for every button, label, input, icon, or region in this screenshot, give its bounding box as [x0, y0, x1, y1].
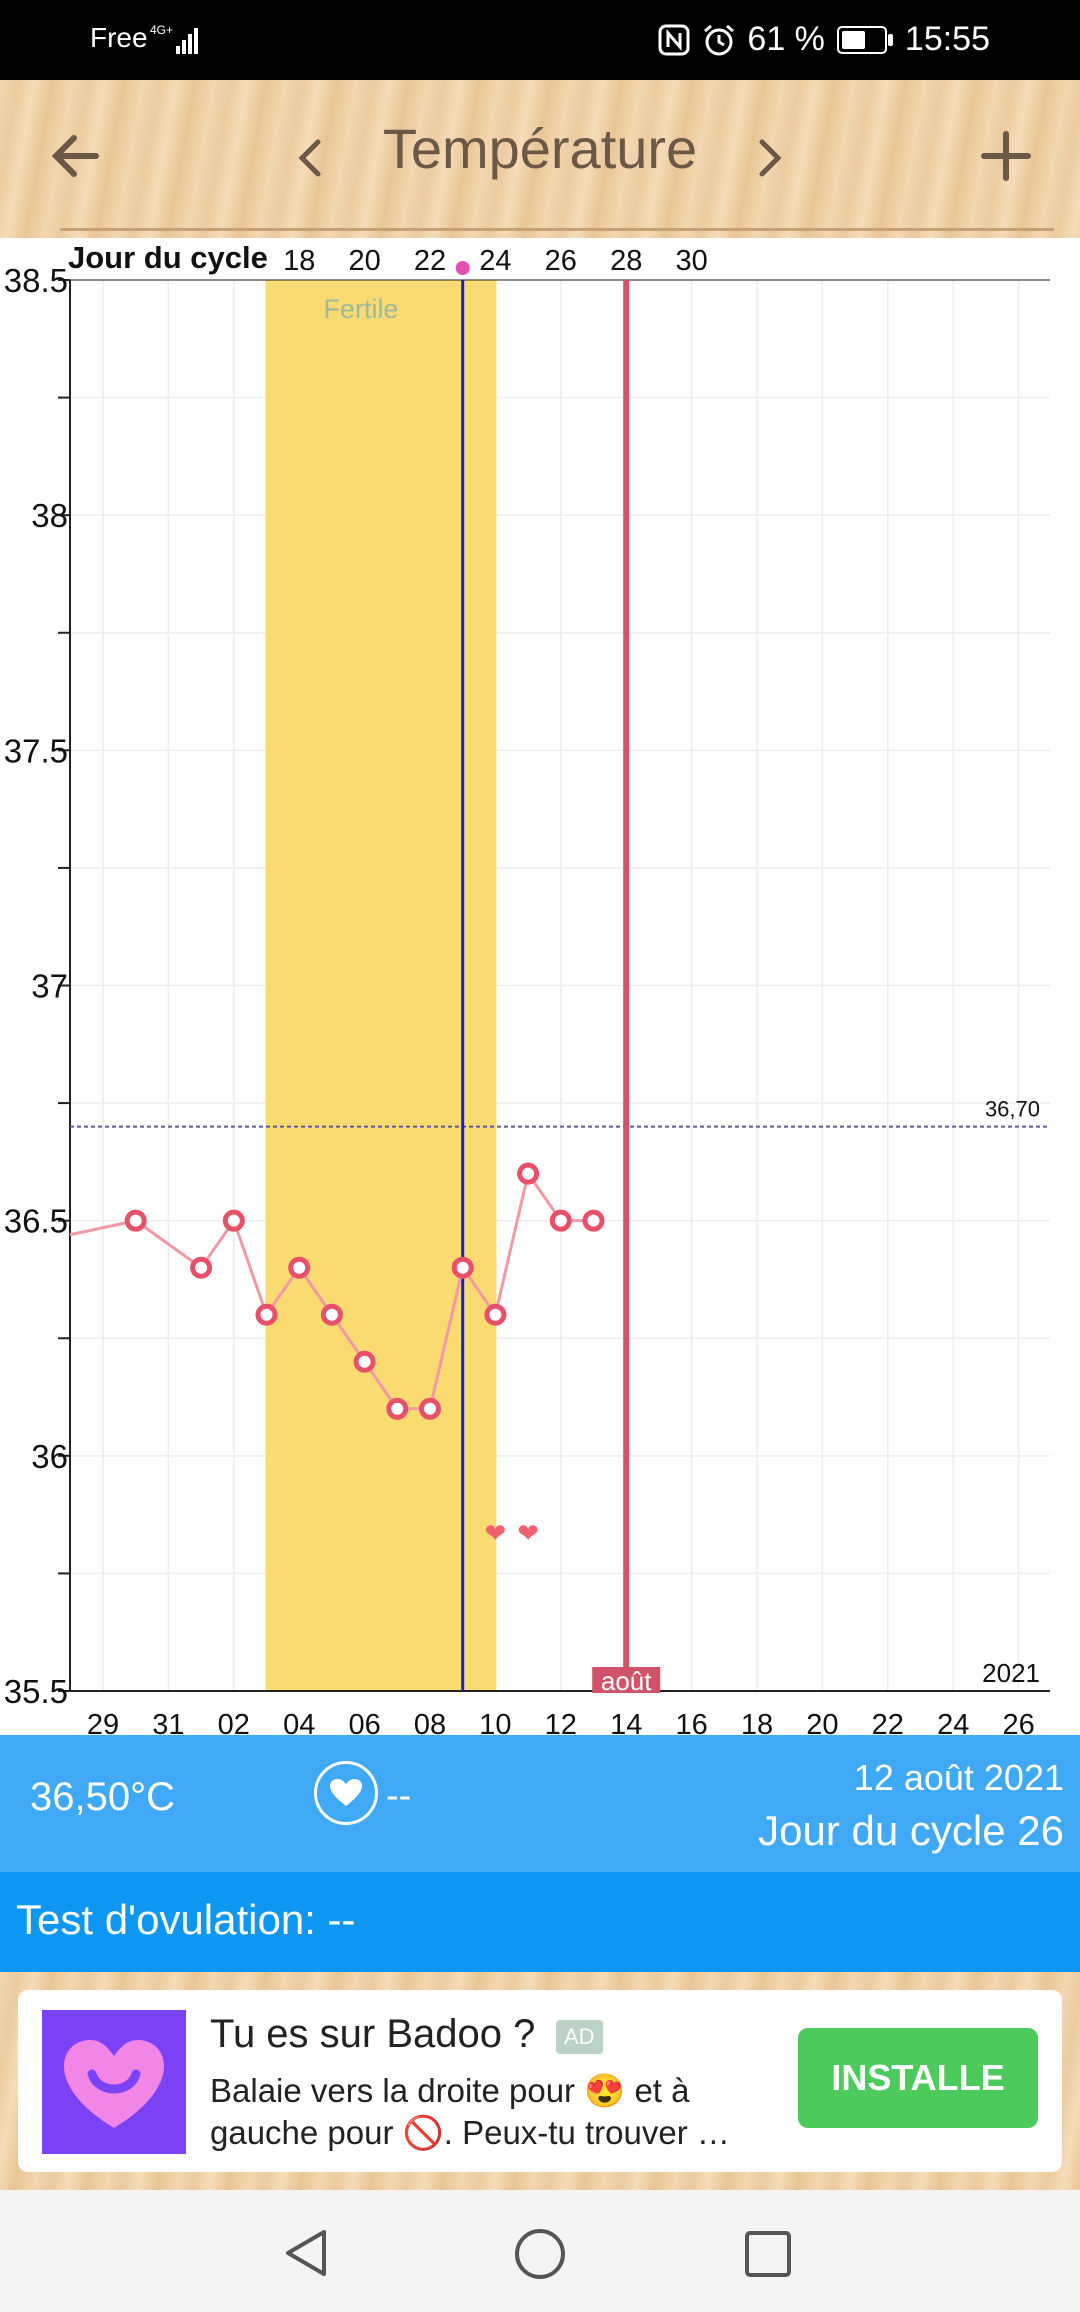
current-temperature: 36,50°C — [30, 1775, 175, 1819]
page-title: Température — [382, 117, 698, 180]
temperature-point — [222, 1209, 245, 1232]
cycle-tick-label: 24 — [479, 245, 511, 277]
arrow-left-icon[interactable] — [46, 126, 106, 186]
temperature-point — [190, 1256, 213, 1279]
y-tick-label: 38.5 — [4, 262, 68, 299]
navigation-bar — [0, 2190, 1080, 2312]
fertile-window — [265, 280, 497, 1691]
x-tick-label: 29 — [87, 1709, 119, 1738]
nav-back-icon[interactable] — [280, 2226, 334, 2280]
x-tick-label: 16 — [675, 1709, 707, 1738]
temperature-point — [353, 1350, 376, 1373]
x-tick-label: 31 — [152, 1709, 184, 1738]
month-label-bg — [592, 1667, 661, 1693]
temperature-point — [320, 1303, 343, 1326]
ad-title: Tu es sur Badoo ? — [210, 2012, 536, 2056]
x-tick-label: 08 — [414, 1709, 446, 1738]
nav-home-icon[interactable] — [512, 2226, 568, 2282]
cycle-day: Jour du cycle 26 — [758, 1807, 1064, 1854]
temperature-point — [419, 1397, 441, 1420]
status-right: 61 % 15:55 — [657, 20, 990, 59]
heart-value: -- — [386, 1775, 412, 1817]
intercourse-heart-icon: ❤ — [517, 1519, 539, 1549]
cycle-tick-label: 28 — [610, 245, 642, 277]
cycle-tick-label: 26 — [545, 245, 577, 277]
month-label: août — [601, 1666, 652, 1696]
temperature-point — [582, 1209, 605, 1232]
heart-icon[interactable] — [314, 1761, 378, 1825]
y-tick-label: 36.5 — [4, 1203, 68, 1240]
y-tick-label: 37.5 — [4, 732, 68, 769]
year-label: 2021 — [982, 1658, 1040, 1688]
cycle-axis-label: Jour du cycle — [68, 240, 268, 275]
x-tick-label: 10 — [479, 1709, 511, 1738]
cycle-tick-label: 18 — [283, 245, 315, 277]
ad-banner[interactable]: Tu es sur Badoo ? AD Balaie vers la droi… — [18, 1990, 1062, 2172]
ovulation-test-bar[interactable]: Test d'ovulation: -- — [0, 1872, 1080, 1972]
temperature-point — [124, 1209, 147, 1232]
cycle-tick-label: 22 — [414, 245, 446, 277]
cycle-tick-label: 30 — [675, 245, 707, 277]
temperature-point — [484, 1303, 507, 1326]
signal-icon: 4G+ — [150, 23, 198, 54]
x-tick-label: 18 — [741, 1709, 773, 1738]
battery-percent: 61 % — [747, 20, 825, 58]
reference-line-label: 36,70 — [985, 1097, 1040, 1122]
network-label: 4G+ — [150, 23, 173, 37]
x-tick-label: 26 — [1002, 1709, 1034, 1738]
info-panel: 36,50°C -- 12 août 2021 Jour du cycle 26 — [0, 1735, 1080, 1872]
selected-date: 12 août 2021 — [853, 1757, 1064, 1798]
nav-recents-icon[interactable] — [742, 2228, 794, 2280]
ad-badge: AD — [556, 2020, 603, 2054]
temperature-point — [255, 1303, 278, 1326]
chevron-right-icon[interactable] — [752, 134, 788, 182]
x-tick-label: 14 — [610, 1709, 642, 1738]
x-tick-label: 22 — [872, 1709, 904, 1738]
chart-canvas[interactable]: Fertile 38.5 38 37.5 37 36.5 36 35.5 29 31 02 04 06 0… — [0, 238, 1080, 1738]
temperature-point — [288, 1256, 311, 1279]
y-tick-label: 36 — [31, 1438, 68, 1475]
clock: 15:55 — [904, 20, 990, 58]
battery-icon — [836, 25, 893, 54]
y-tick-label: 35.5 — [4, 1673, 68, 1710]
nfc-icon — [658, 24, 690, 55]
temperature-point — [451, 1256, 474, 1279]
x-tick-label: 06 — [348, 1709, 380, 1738]
x-tick-label: 20 — [806, 1709, 838, 1738]
header-divider — [60, 228, 1054, 231]
ovulation-marker — [455, 261, 470, 275]
app-header: Température — [0, 80, 1080, 238]
ad-description: Balaie vers la droite pour 😍 et à gauche… — [210, 2072, 730, 2151]
alarm-icon — [704, 24, 735, 55]
fertile-label: Fertile — [323, 294, 398, 324]
temperature-chart[interactable]: Fertile 38.5 38 37.5 37 36.5 36 35.5 29 31 02 04 06 0… — [0, 238, 1080, 1738]
x-tick-label: 12 — [545, 1709, 577, 1738]
cycle-tick-label: 20 — [348, 245, 380, 277]
temperature-point — [517, 1162, 540, 1185]
temperature-point — [386, 1397, 409, 1420]
y-tick-label: 37 — [31, 968, 68, 1005]
status-bar: Free 4G+ 61 % 15:55 — [0, 0, 1080, 80]
plus-icon[interactable] — [976, 126, 1036, 186]
temperature-point — [549, 1209, 572, 1232]
x-tick-label: 02 — [218, 1709, 250, 1738]
carrier-label: Free — [90, 22, 148, 53]
x-tick-label: 04 — [283, 1709, 315, 1738]
intercourse-heart-icon: ❤ — [485, 1519, 507, 1549]
chevron-left-icon[interactable] — [292, 134, 328, 182]
x-tick-label: 24 — [937, 1709, 969, 1738]
install-button[interactable]: INSTALLE — [798, 2028, 1038, 2128]
ovulation-test-label: Test d'ovulation: -- — [16, 1896, 356, 1943]
y-tick-label: 38 — [31, 497, 68, 534]
badoo-logo[interactable] — [42, 2010, 186, 2154]
